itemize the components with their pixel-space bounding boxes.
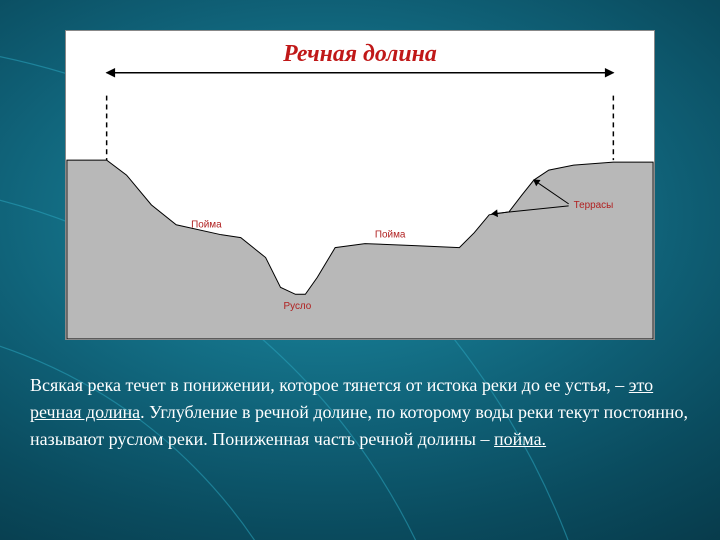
label-ruslo: Русло [283, 301, 311, 312]
diagram-container: Речная долина Пойма Русло Пойма Террасы [65, 30, 655, 340]
label-terrasy: Террасы [574, 200, 614, 211]
caption-text: Всякая река течет в понижении, которое т… [30, 372, 690, 453]
label-poima_left: Пойма [191, 220, 222, 231]
label-poima_right: Пойма [375, 230, 406, 241]
diagram-title: Речная долина [282, 41, 437, 67]
caption-underline-2: пойма. [494, 429, 546, 449]
caption-part-1: Всякая река течет в понижении, которое т… [30, 375, 629, 395]
slide-background: Речная долина Пойма Русло Пойма Террасы Вся… [0, 0, 720, 540]
river-valley-diagram: Речная долина Пойма Русло Пойма Террасы [66, 31, 654, 339]
